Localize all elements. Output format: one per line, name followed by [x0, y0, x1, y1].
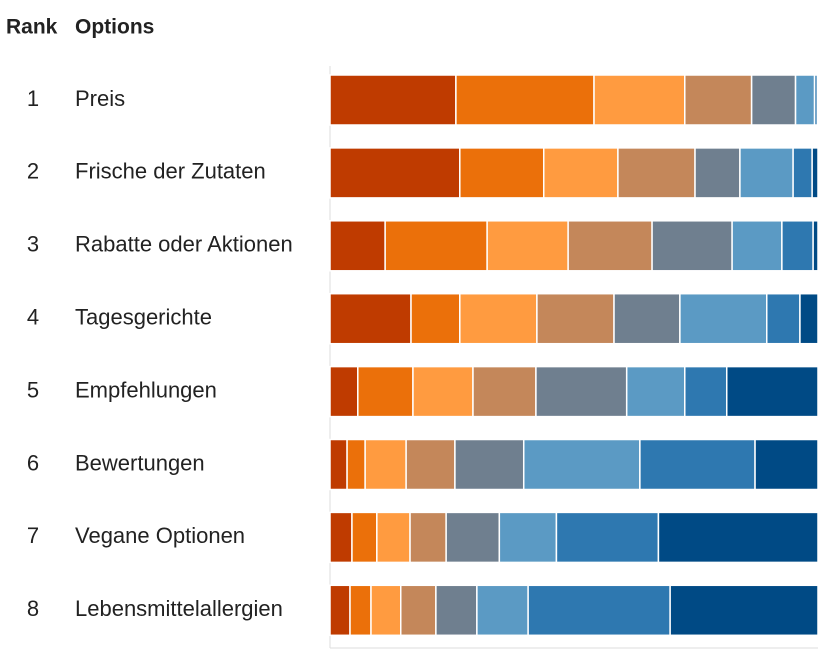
bar-segment [329, 438, 348, 491]
bar-segment [694, 147, 741, 199]
bar-segment [750, 74, 797, 126]
bar-segment [527, 584, 671, 637]
bar-segment [536, 292, 615, 345]
bar-segment [459, 292, 538, 345]
option-label: Empfehlungen [75, 377, 217, 402]
bar-segment [731, 220, 783, 272]
bar-segment [472, 365, 537, 418]
option-label: Preis [75, 86, 125, 111]
rank-label: 1 [27, 86, 39, 111]
bar-segment [405, 438, 456, 491]
options-header: Options [75, 16, 154, 39]
bar-segment [794, 74, 816, 126]
bar-segment [455, 74, 595, 126]
bar-segment [625, 365, 686, 418]
bar-segment [679, 292, 768, 345]
bar-segment [684, 74, 753, 126]
rank-label: 7 [27, 523, 39, 548]
bar-segment [754, 438, 819, 491]
bar-segment [555, 511, 660, 564]
option-label: Frische der Zutaten [75, 159, 266, 184]
bar-segment [657, 511, 819, 564]
bar-segment [454, 438, 525, 491]
bar-segment [617, 147, 696, 199]
bar-segment [400, 584, 437, 637]
bar-segment [812, 220, 819, 272]
bar-segment [346, 438, 366, 491]
bar-segment [535, 365, 628, 418]
rank-label: 6 [27, 450, 39, 475]
rank-label: 8 [27, 596, 39, 621]
bar-segment [725, 365, 819, 418]
bar-segment [329, 220, 386, 272]
bar-segment [364, 438, 407, 491]
bar-segment [349, 584, 372, 637]
bar-segment [799, 292, 819, 345]
bar-segment [329, 584, 351, 637]
rank-label: 2 [27, 159, 39, 184]
bar-segment [781, 220, 814, 272]
bar-segment [669, 584, 819, 637]
rank-label: 5 [27, 377, 39, 402]
bar-segment [542, 147, 619, 199]
bar-segment [498, 511, 558, 564]
rank-header: Rank [6, 16, 58, 39]
option-label: Rabatte oder Aktionen [75, 232, 293, 257]
bar-segment [567, 220, 653, 272]
option-label: Bewertungen [75, 450, 205, 475]
bar-segment [412, 365, 474, 418]
bar-segment [409, 511, 447, 564]
option-label: Vegane Optionen [75, 523, 245, 548]
bar-segment [476, 584, 529, 637]
bar-segment [593, 74, 686, 126]
bar-segment [684, 365, 728, 418]
option-label: Tagesgerichte [75, 305, 212, 330]
bar-segment [739, 147, 794, 199]
bar-segment [329, 147, 461, 199]
bar-segment [613, 292, 681, 345]
bar-segment [357, 365, 414, 418]
bar-segment [329, 292, 412, 345]
rank-label: 4 [27, 305, 39, 330]
bar-segment [459, 147, 545, 199]
bar-segment [486, 220, 569, 272]
bar-segment [792, 147, 813, 199]
bar-segment [435, 584, 478, 637]
bar-segment [522, 438, 641, 491]
option-label: Lebensmittelallergien [75, 596, 283, 621]
bar-segment [639, 438, 756, 491]
bar-segment [329, 365, 359, 418]
rank-label: 3 [27, 232, 39, 257]
bar-segment [376, 511, 411, 564]
bar-segment [811, 147, 819, 199]
bar-segment [410, 292, 461, 345]
bar-segment [651, 220, 733, 272]
bar-segment [384, 220, 488, 272]
bar-segment [329, 511, 353, 564]
bar-segment [370, 584, 402, 637]
bar-segment [329, 74, 457, 126]
bar-segment [351, 511, 378, 564]
bar-segment [766, 292, 801, 345]
bar-segment [445, 511, 501, 564]
